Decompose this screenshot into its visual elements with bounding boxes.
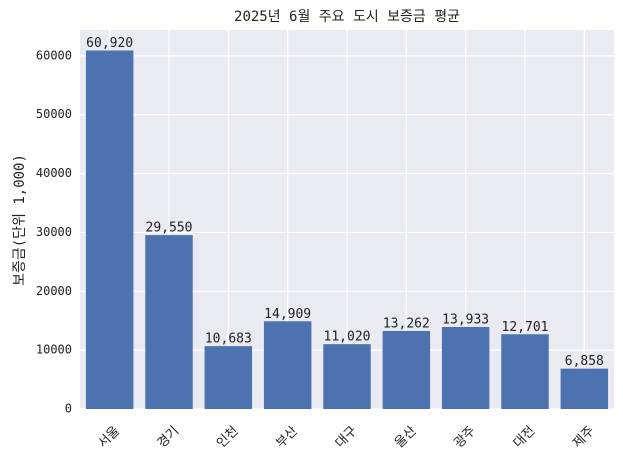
bar xyxy=(204,346,253,409)
bar xyxy=(145,235,193,409)
y-axis-label: 보증금(단위 1,000) xyxy=(12,154,28,286)
x-tick-label: 대전 xyxy=(511,424,539,452)
value-label: 10,683 xyxy=(205,332,252,347)
x-tick-label: 부산 xyxy=(273,424,301,452)
y-tick-label: 20000 xyxy=(36,284,72,298)
value-label: 14,909 xyxy=(264,307,311,322)
x-tick-label: 대구 xyxy=(333,424,361,452)
value-label: 12,701 xyxy=(502,320,549,335)
value-label: 13,933 xyxy=(442,313,489,328)
x-tick-label: 경기 xyxy=(155,424,183,452)
bar xyxy=(441,327,490,409)
y-tick-label: 40000 xyxy=(36,166,72,180)
bar xyxy=(501,334,549,409)
x-tick-label: 서울 xyxy=(95,424,123,452)
bar xyxy=(85,50,134,409)
x-tick-label: 광주 xyxy=(451,424,479,452)
y-tick-label: 50000 xyxy=(36,107,72,121)
value-label: 6,858 xyxy=(565,354,604,369)
x-tick-label: 인천 xyxy=(214,424,242,452)
chart-title: 2025년 6월 주요 도시 보증금 평균 xyxy=(234,9,460,25)
value-label: 13,262 xyxy=(383,316,430,331)
y-tick-label: 30000 xyxy=(36,225,72,239)
x-tick-label: 울산 xyxy=(392,424,420,452)
y-tick-label: 10000 xyxy=(36,343,72,357)
x-tick-label: 제주 xyxy=(570,424,598,452)
bar xyxy=(560,368,609,409)
value-label: 60,920 xyxy=(86,36,133,51)
y-tick-label: 0 xyxy=(65,402,72,416)
bar xyxy=(323,344,371,409)
bar xyxy=(382,330,431,409)
y-tick-label: 60000 xyxy=(36,48,72,62)
value-label: 11,020 xyxy=(324,330,371,345)
value-label: 29,550 xyxy=(146,221,193,236)
bar xyxy=(263,321,312,409)
